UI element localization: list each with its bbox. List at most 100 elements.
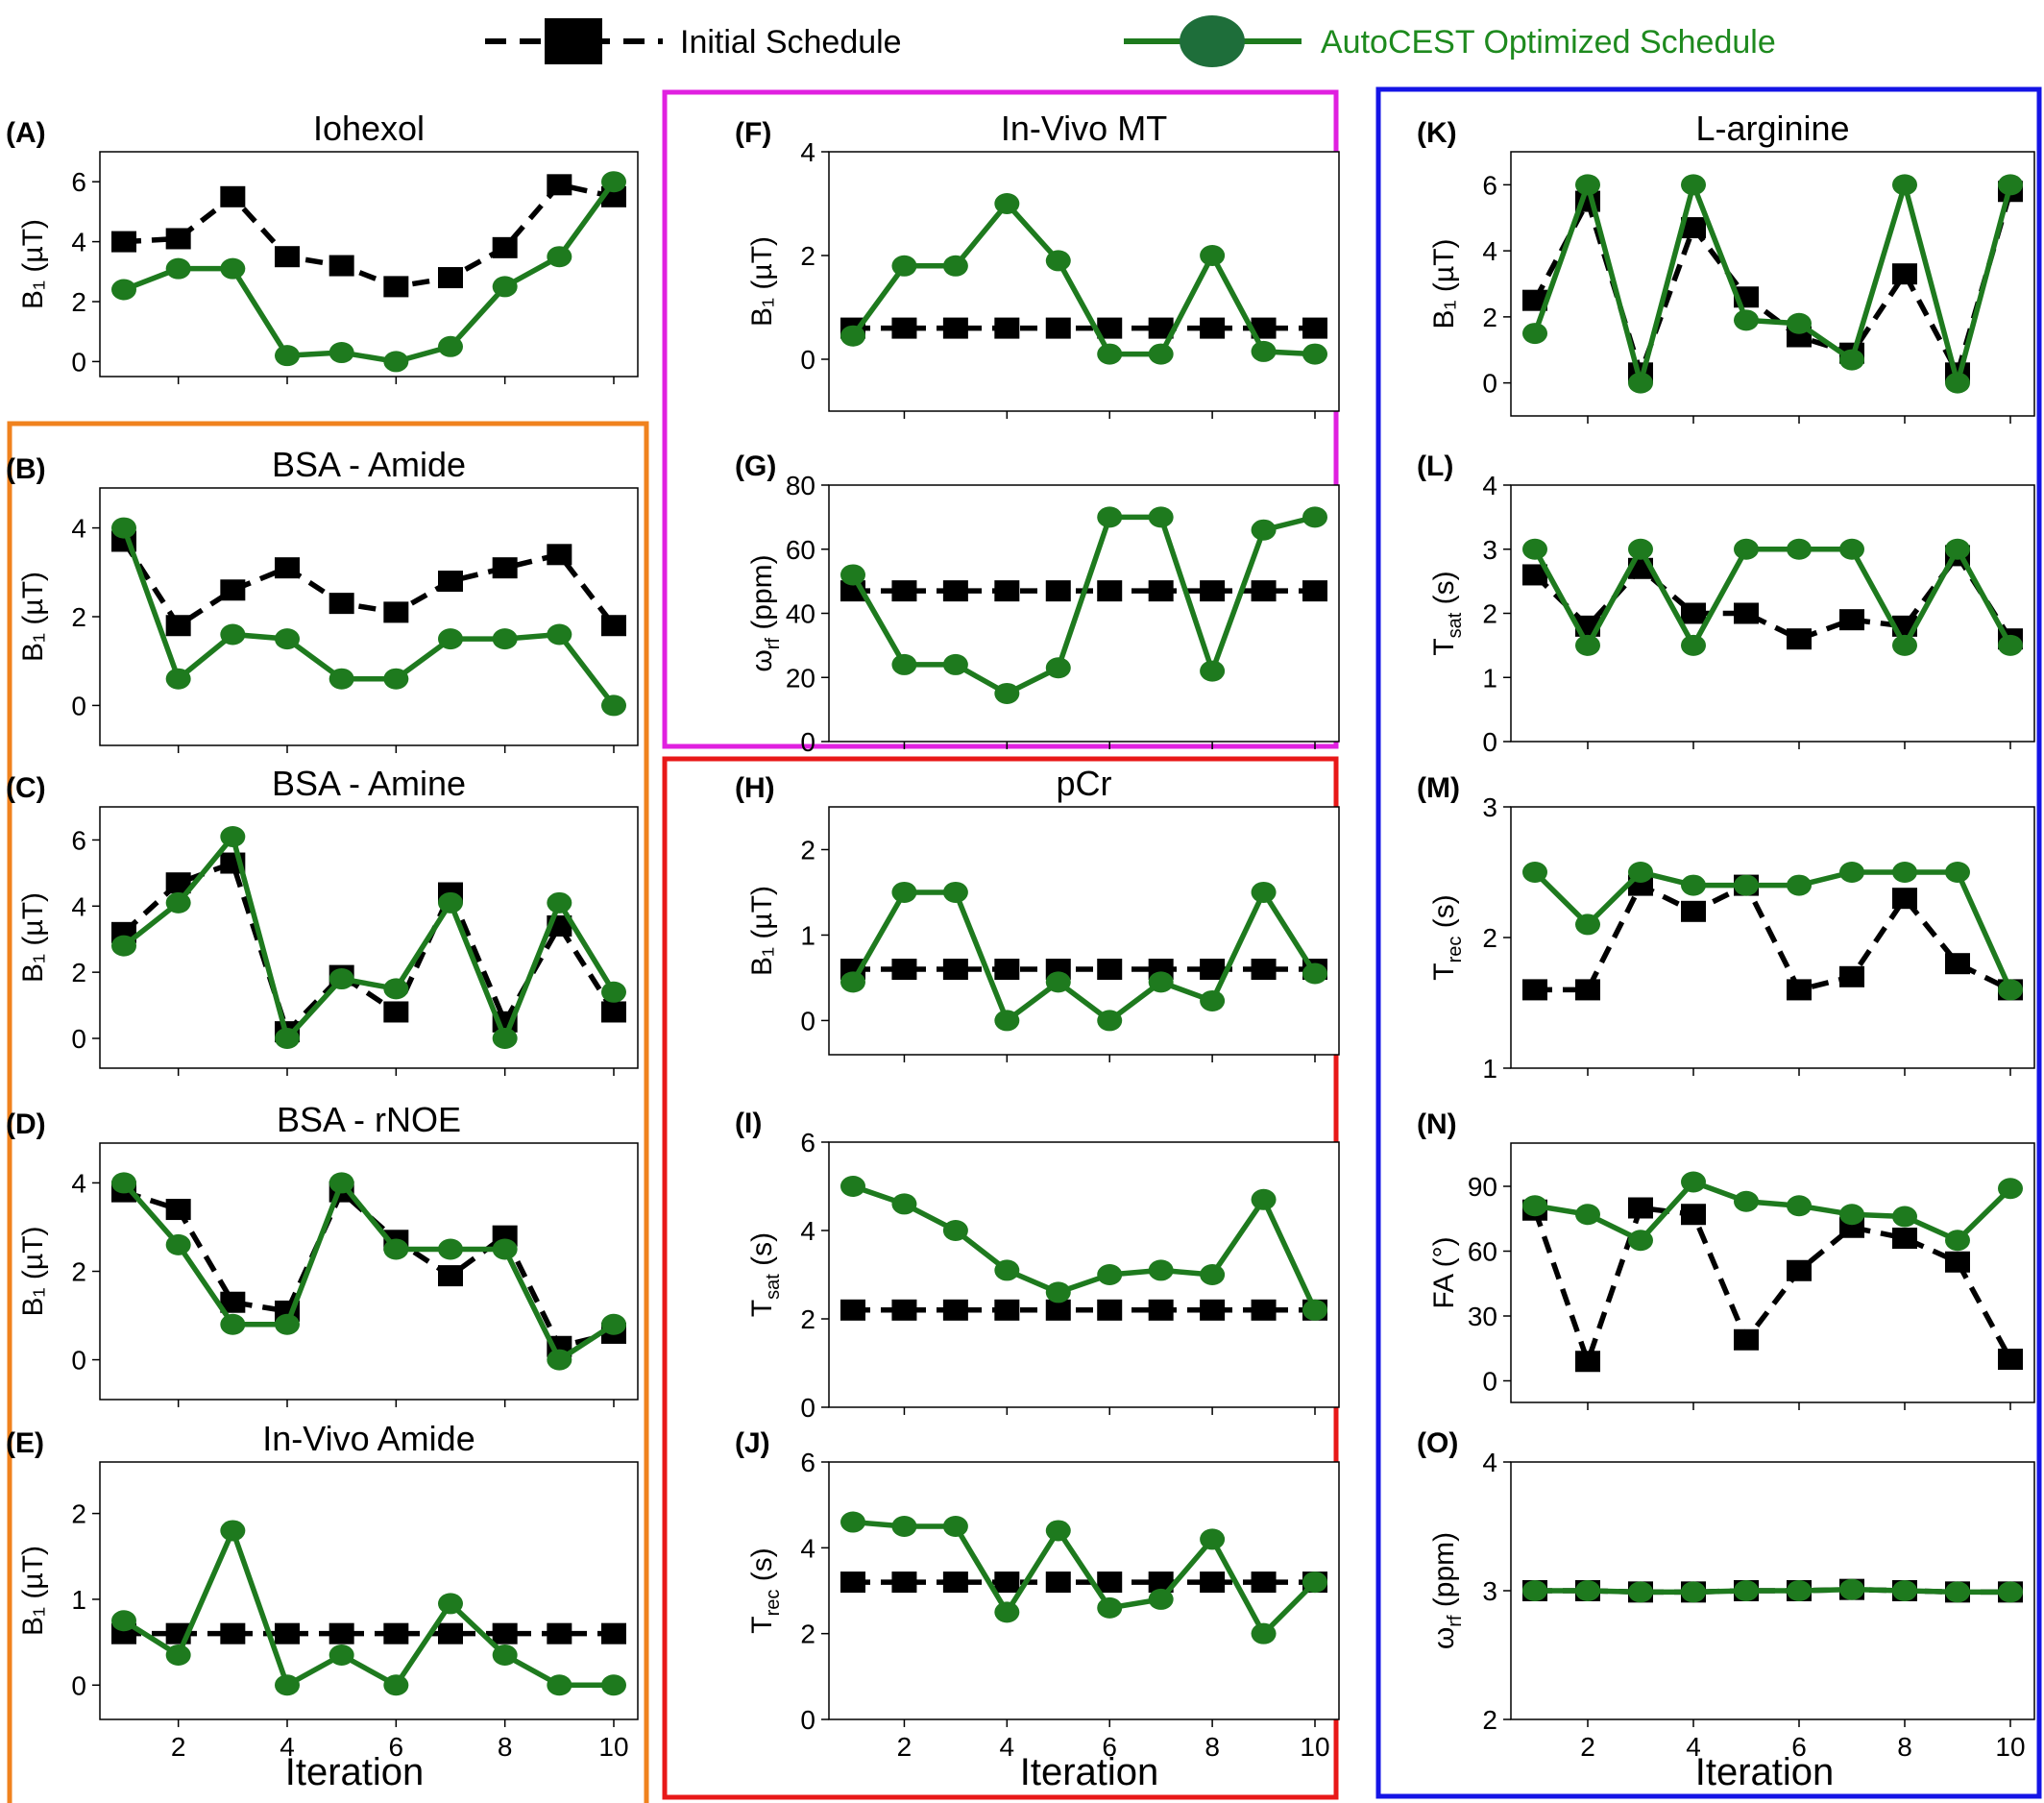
point-optimized bbox=[165, 1645, 191, 1666]
point-initial bbox=[1302, 317, 1327, 339]
panel-i: (I) 0 2 4 6 Tsat (s) bbox=[735, 1108, 1340, 1423]
point-optimized bbox=[994, 1259, 1020, 1281]
point-optimized bbox=[328, 1172, 354, 1194]
point-optimized bbox=[383, 1674, 409, 1696]
point-optimized bbox=[1575, 634, 1600, 656]
point-optimized bbox=[1097, 1010, 1123, 1032]
point-optimized bbox=[1522, 538, 1547, 560]
point-optimized bbox=[1787, 874, 1812, 896]
point-optimized bbox=[1045, 250, 1071, 272]
point-initial bbox=[1522, 289, 1547, 311]
point-optimized bbox=[1251, 519, 1277, 541]
point-optimized bbox=[1302, 1299, 1327, 1321]
point-optimized bbox=[942, 1220, 968, 1241]
point-optimized bbox=[1522, 1580, 1547, 1601]
point-initial bbox=[383, 601, 409, 623]
y-tick-label: 2 bbox=[1482, 303, 1497, 332]
point-initial bbox=[275, 246, 300, 268]
point-optimized bbox=[1200, 1264, 1226, 1285]
panel-label: (E) bbox=[6, 1427, 44, 1459]
y-tick-label: 2 bbox=[1482, 1705, 1497, 1735]
point-optimized bbox=[1734, 1580, 1759, 1601]
point-optimized bbox=[1628, 1581, 1653, 1603]
point-optimized bbox=[1045, 1520, 1071, 1542]
y-tick-label: 4 bbox=[71, 1168, 86, 1198]
point-initial bbox=[328, 593, 354, 615]
point-optimized bbox=[111, 517, 136, 539]
point-optimized bbox=[1681, 634, 1706, 656]
panel-title: Iohexol bbox=[313, 109, 425, 148]
point-optimized bbox=[547, 246, 572, 268]
point-optimized bbox=[438, 891, 463, 914]
y-tick-label: 60 bbox=[786, 535, 815, 565]
y-tick-label: 0 bbox=[800, 1006, 815, 1036]
point-optimized bbox=[1787, 1195, 1812, 1217]
point-optimized bbox=[220, 623, 246, 646]
point-optimized bbox=[1734, 874, 1759, 896]
point-optimized bbox=[1734, 1190, 1759, 1212]
point-optimized bbox=[220, 1520, 246, 1542]
point-initial bbox=[1575, 1351, 1600, 1373]
plot-area bbox=[828, 1141, 1340, 1408]
y-tick-label: 2 bbox=[71, 958, 86, 987]
x-tick-label: 4 bbox=[1686, 1732, 1701, 1762]
panel-label: (K) bbox=[1417, 117, 1457, 149]
panel-title: In-Vivo MT bbox=[1001, 109, 1167, 148]
point-optimized bbox=[438, 1238, 463, 1260]
panel-label: (O) bbox=[1417, 1427, 1458, 1459]
x-tick-label: 2 bbox=[1580, 1732, 1595, 1762]
x-tick-label: 4 bbox=[1000, 1732, 1015, 1762]
point-optimized bbox=[165, 891, 191, 914]
point-initial bbox=[1251, 1572, 1277, 1594]
x-axis-label-middle: Iteration bbox=[1020, 1751, 1159, 1793]
point-optimized bbox=[840, 1511, 865, 1533]
legend-optimized-label: AutoCEST Optimized Schedule bbox=[1321, 24, 1776, 61]
point-optimized bbox=[492, 628, 518, 650]
point-optimized bbox=[1097, 506, 1123, 528]
plot-area bbox=[828, 151, 1340, 412]
series-line-optimized bbox=[123, 180, 617, 365]
point-initial bbox=[492, 236, 518, 258]
point-optimized bbox=[1839, 1578, 1864, 1600]
point-optimized bbox=[1200, 1528, 1226, 1550]
point-initial bbox=[942, 1299, 968, 1321]
point-initial bbox=[547, 544, 572, 566]
point-optimized bbox=[994, 193, 1020, 214]
point-optimized bbox=[1945, 372, 1970, 394]
point-initial bbox=[1148, 1572, 1174, 1594]
point-initial bbox=[1681, 1204, 1706, 1226]
x-tick-label: 10 bbox=[1300, 1732, 1329, 1762]
point-optimized bbox=[1251, 1188, 1277, 1210]
point-initial bbox=[1251, 1299, 1277, 1321]
point-optimized bbox=[1200, 989, 1226, 1011]
series-line-optimized bbox=[852, 1519, 1317, 1639]
point-initial bbox=[1734, 602, 1759, 624]
point-initial bbox=[1148, 580, 1174, 602]
panel-e: (E) In-Vivo Amide 0 1 2 2 4 6 8 10 B₁ (µT) bbox=[6, 1419, 639, 1762]
y-tick-label: 0 bbox=[800, 345, 815, 375]
y-tick-label: 1 bbox=[1482, 663, 1497, 693]
point-optimized bbox=[891, 1516, 917, 1537]
point-optimized bbox=[1575, 1204, 1600, 1226]
y-axis-label: Tsat (s) bbox=[1428, 571, 1466, 655]
point-optimized bbox=[1681, 874, 1706, 896]
frame-l-arginine-group bbox=[1375, 86, 2042, 1799]
x-tick-label: 2 bbox=[171, 1732, 186, 1762]
point-initial bbox=[942, 959, 968, 981]
point-optimized bbox=[165, 668, 191, 690]
point-optimized bbox=[1945, 538, 1970, 560]
point-optimized bbox=[891, 255, 917, 277]
x-tick-label: 6 bbox=[1791, 1732, 1807, 1762]
point-optimized bbox=[1200, 245, 1226, 266]
point-initial bbox=[165, 615, 191, 637]
y-tick-label: 0 bbox=[71, 347, 86, 377]
point-initial bbox=[891, 1572, 917, 1594]
point-optimized bbox=[220, 825, 246, 847]
series-line-optimized bbox=[1533, 868, 2013, 991]
panel-o: (O) 2 3 4 2 4 6 8 10 ωrf (ppm) bbox=[1417, 1427, 2035, 1762]
point-optimized bbox=[1302, 506, 1327, 528]
x-tick-label: 2 bbox=[897, 1732, 912, 1762]
y-tick-label: 3 bbox=[1482, 1576, 1497, 1606]
point-optimized bbox=[1045, 971, 1071, 993]
